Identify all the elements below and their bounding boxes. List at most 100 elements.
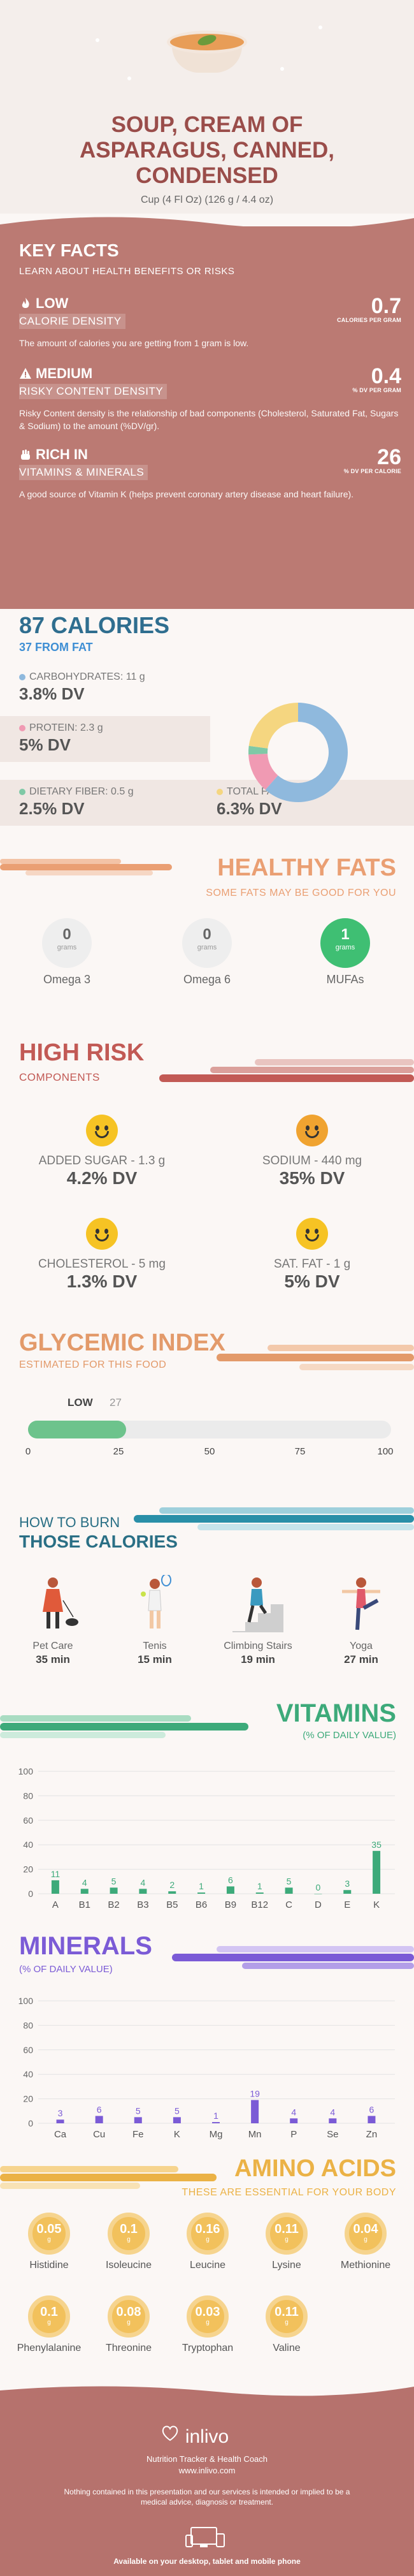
amino-name: Leucine: [189, 2260, 226, 2271]
heart-logo-icon: [162, 2426, 178, 2441]
bar-value-label: 4: [141, 1877, 146, 1887]
fact-value: 0.7 CALORIES PER GRAM: [337, 295, 401, 323]
bar-value-label: 6: [97, 2104, 102, 2114]
fat-omega6: 0 grams Omega 6: [169, 918, 245, 986]
fat-name: Omega 6: [183, 973, 231, 986]
bar-value-label: 6: [369, 2104, 375, 2114]
nutrient-label-row: DIETARY FIBER: 0.5 g: [19, 786, 134, 798]
x-tick-label: B9: [225, 1899, 236, 1910]
stripe-decor: [134, 1507, 414, 1530]
glycemic-value: 27: [110, 1396, 122, 1409]
fact-vitamins-minerals: RICH IN VITAMINS & MINERALS A good sourc…: [19, 446, 401, 501]
fat-unit: grams: [197, 944, 217, 951]
fat-circle: 1 grams: [320, 918, 370, 968]
glycemic-title: GLYCEMIC INDEX: [19, 1329, 225, 1356]
vitamins-title: VITAMINS: [276, 1699, 396, 1727]
devices-icon: [185, 2527, 225, 2547]
amino-name: Methionine: [340, 2260, 391, 2271]
amino-methionine: 0.04 g Methionine: [327, 2213, 404, 2271]
bar-value-label: 11: [51, 1869, 61, 1879]
fat-value: 0: [62, 926, 71, 943]
bar-K: [173, 2117, 181, 2123]
x-tick-label: Se: [327, 2129, 338, 2140]
donut-slice-dietary-fiber: [248, 745, 268, 755]
x-tick-label: A: [52, 1899, 59, 1910]
healthy-fats-title: HEALTHY FATS: [217, 854, 396, 881]
stripe-decor: [217, 1345, 414, 1370]
calories-section: 87 CALORIES 37 FROM FAT CARBOHYDRATES: 1…: [0, 609, 414, 832]
activity-name: Pet Care: [32, 1641, 73, 1651]
fact-calorie-density: LOW CALORIE DENSITY The amount of calori…: [19, 295, 401, 349]
food-title: SOUP, CREAM OF ASPARAGUS, CANNED, CONDEN…: [19, 112, 395, 189]
x-tick-label: P: [290, 2129, 297, 2140]
amino-threonine: 0.08 g Threonine: [90, 2295, 167, 2354]
x-tick-label: B3: [137, 1899, 148, 1910]
risk-label: CHOLESTEROL - 5 mg: [38, 1257, 166, 1271]
activity-name: Tenis: [143, 1641, 167, 1651]
nutrient-label-row: PROTEIN: 2.3 g: [19, 722, 103, 734]
fact-label: VITAMINS & MINERALS: [19, 465, 148, 480]
high-risk-title: HIGH RISK: [19, 1039, 145, 1066]
bar-value-label: 5: [175, 2105, 180, 2116]
amino-circle: 0.11 g: [266, 2213, 308, 2255]
amino-circle: 0.05 g: [28, 2213, 70, 2255]
fact-unit: % DV PER GRAM: [352, 387, 401, 393]
nutrient-dv: 2.5% DV: [19, 799, 85, 818]
y-tick-label: 0: [28, 2118, 33, 2128]
bar-Ca: [56, 2119, 64, 2123]
fact-number: 0.4: [371, 364, 401, 388]
nutrient-protein: PROTEIN: 2.3 g 5% DV: [19, 722, 103, 755]
nutrient-band: [0, 780, 414, 826]
activity-tenis: Tenis 15 min: [107, 1574, 203, 1666]
donut-slice-total-fat: [248, 703, 298, 749]
y-tick-label: 100: [18, 1766, 34, 1776]
smiley-icon: [86, 1115, 118, 1146]
stairs-climber-icon: [232, 1577, 283, 1632]
amino-circle: 0.11 g: [266, 2295, 308, 2338]
fat-unit: grams: [57, 944, 77, 951]
x-tick-label: B1: [79, 1899, 90, 1910]
y-tick-label: 100: [18, 1996, 34, 2006]
nutrient-dv: 5% DV: [19, 735, 71, 754]
activity-minutes: 35 min: [36, 1653, 70, 1665]
macro-donut-chart: [248, 703, 348, 802]
amino-unit: g: [285, 2319, 289, 2326]
high-risk-subtitle: COMPONENTS: [19, 1071, 100, 1083]
fact-level: MEDIUM: [36, 365, 93, 381]
y-tick-label: 0: [28, 1889, 33, 1899]
fact-head: RICH IN: [19, 446, 401, 463]
key-facts-section: KEY FACTS LEARN ABOUT HEALTH BENEFITS OR…: [0, 226, 414, 609]
stripe-decor: [172, 1946, 414, 1969]
amino-unit: g: [285, 2236, 289, 2243]
donut-slice-protein: [248, 754, 278, 790]
brand-name[interactable]: inlivo: [185, 2426, 229, 2447]
bar-value-label: 3: [345, 1878, 350, 1889]
minerals-bar-chart: 0 20 40 60 80 100 3 Ca 6 Cu 5 Fe 5 K 1 Mg 19 Mn 4 P 4 Se 6 Zn: [18, 1996, 395, 2140]
stripe-decor: [0, 1715, 248, 1738]
fact-description: A good source of Vitamin K (helps preven…: [19, 489, 354, 499]
fat-name: MUFAs: [326, 973, 364, 986]
nutrient-label: PROTEIN: 2.3 g: [29, 722, 103, 733]
amino-name: Valine: [273, 2343, 301, 2353]
x-tick-label: Zn: [366, 2129, 378, 2140]
bar-Mg: [212, 2122, 220, 2123]
amino-name: Tryptophan: [182, 2343, 234, 2353]
title-line: ASPARAGUS, CANNED,: [80, 138, 334, 163]
amino-valine: 0.11 g Valine: [248, 2295, 325, 2354]
x-tick-label: Mg: [210, 2129, 223, 2140]
amino-unit: g: [364, 2236, 368, 2243]
amino-value: 0.16: [195, 2222, 220, 2236]
burn-title-line2: THOSE CALORIES: [19, 1532, 178, 1551]
glycemic-tick: 50: [204, 1446, 215, 1457]
flame-icon: [22, 298, 29, 308]
amino-circle: 0.1 g: [108, 2213, 150, 2255]
key-facts-subtitle: LEARN ABOUT HEALTH BENEFITS OR RISKS: [19, 266, 235, 277]
bar-Mn: [251, 2100, 259, 2123]
vitamins-subtitle: (% OF DAILY VALUE): [303, 1730, 396, 1741]
y-tick-label: 60: [23, 2045, 33, 2055]
fact-description: Risky Content density is the relationshi…: [19, 408, 399, 431]
bar-value-label: 2: [169, 1880, 175, 1890]
site-link[interactable]: www.inlivo.com: [178, 2466, 236, 2475]
amino-unit: g: [127, 2236, 131, 2243]
bar-value-label: 35: [371, 1840, 382, 1850]
